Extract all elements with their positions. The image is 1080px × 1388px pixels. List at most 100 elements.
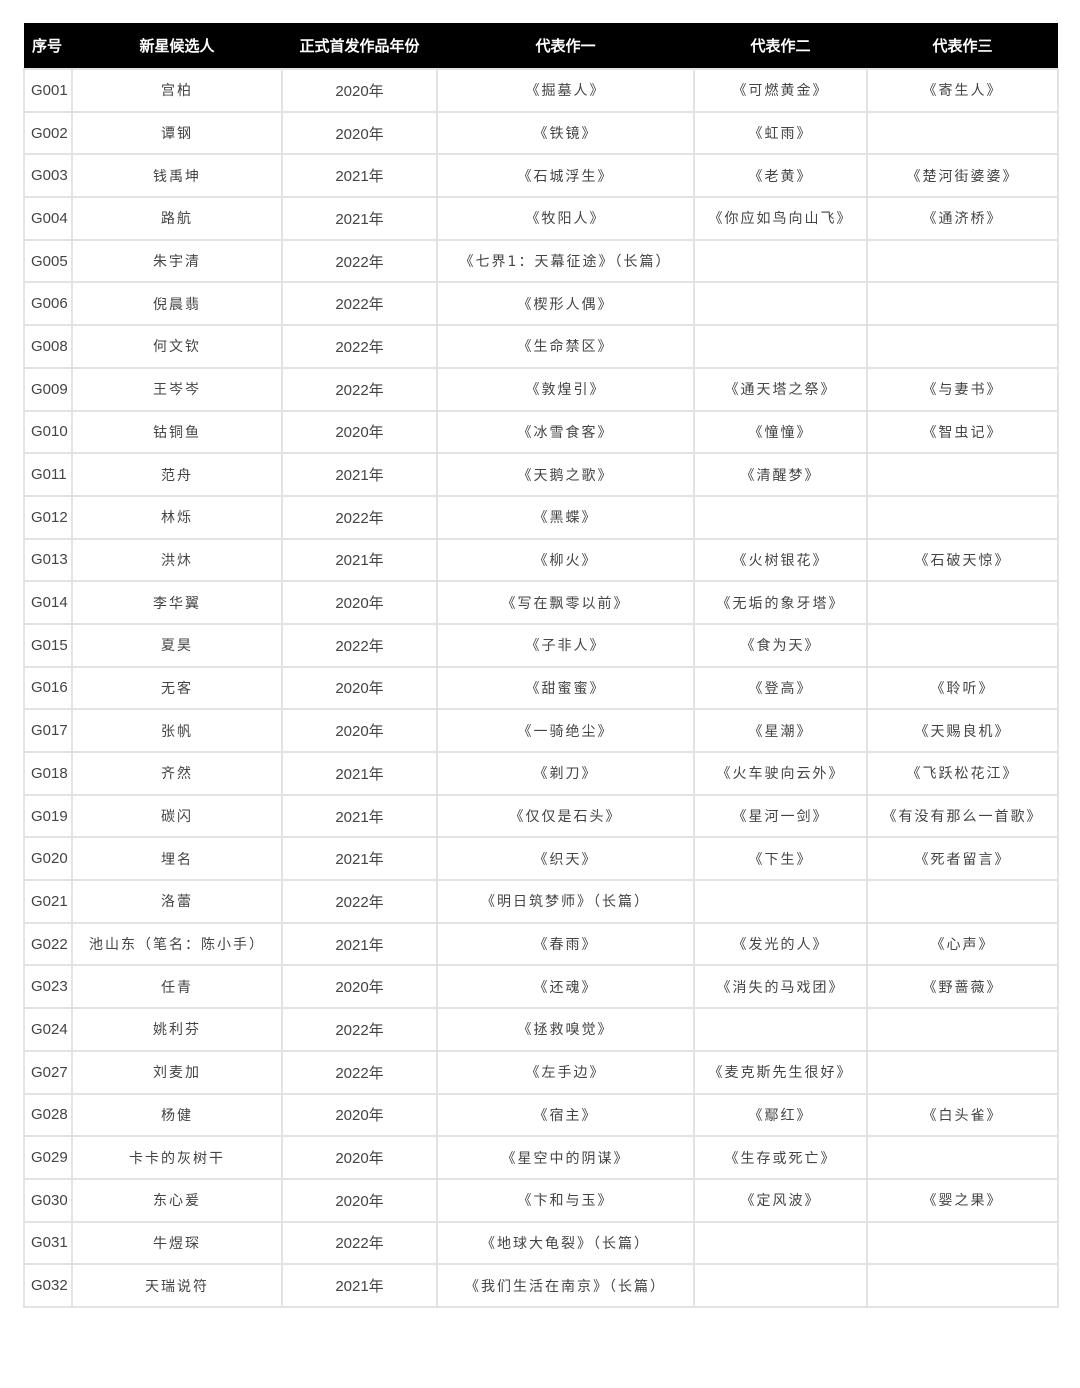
table-row: G030 东心爰 2020年 《卞和与玉》 《定风波》 《婴之果》 [23, 1177, 1059, 1223]
cell-work-2: 《无垢的象牙塔》 [693, 580, 868, 625]
cell-id: G031 [23, 1220, 73, 1266]
cell-work-1: 《七界1：天幕征途》（长篇） [436, 238, 695, 284]
cell-id: G016 [23, 665, 73, 711]
cell-candidate: 碳闪 [71, 793, 283, 839]
cell-work-3: 《婴之果》 [866, 1177, 1059, 1223]
cell-work-1: 《甜蜜蜜》 [436, 665, 695, 711]
table-row: G022 池山东（笔名：陈小手） 2021年 《春雨》 《发光的人》 《心声》 [23, 921, 1059, 967]
cell-work-2: 《下生》 [693, 836, 868, 882]
cell-year: 2021年 [281, 921, 438, 967]
cell-work-2 [693, 1263, 868, 1308]
cell-work-1: 《铁镜》 [436, 110, 695, 156]
cell-id: G003 [23, 153, 73, 199]
cell-work-2: 《老黄》 [693, 153, 868, 199]
cell-year: 2022年 [281, 1049, 438, 1095]
cell-work-2: 《憧憧》 [693, 409, 868, 455]
cell-year: 2021年 [281, 793, 438, 839]
table-row: G019 碳闪 2021年 《仅仅是石头》 《星河一剑》 《有没有那么一首歌》 [23, 793, 1059, 839]
table-row: G031 牛煜琛 2022年 《地球大龟裂》（长篇） [23, 1220, 1059, 1266]
cell-work-1: 《写在飘零以前》 [436, 580, 695, 625]
cell-work-3 [866, 238, 1059, 284]
cell-candidate: 洪炑 [71, 537, 283, 583]
cell-work-2: 《消失的马戏团》 [693, 964, 868, 1010]
cell-candidate: 无客 [71, 665, 283, 711]
cell-id: G004 [23, 196, 73, 241]
cell-work-2: 《星潮》 [693, 708, 868, 753]
cell-work-1: 《楔形人偶》 [436, 281, 695, 327]
cell-year: 2020年 [281, 708, 438, 753]
table-row: G024 姚利芬 2022年 《拯救嗅觉》 [23, 1007, 1059, 1052]
cell-id: G015 [23, 622, 73, 668]
cell-work-3: 《心声》 [866, 921, 1059, 967]
cell-year: 2022年 [281, 622, 438, 668]
cell-work-3 [866, 1007, 1059, 1052]
cell-candidate: 埋名 [71, 836, 283, 882]
cell-work-3 [866, 1220, 1059, 1266]
cell-work-2: 《通天塔之祭》 [693, 366, 868, 412]
cell-work-1: 《明日筑梦师》（长篇） [436, 879, 695, 924]
cell-candidate: 范舟 [71, 452, 283, 497]
cell-candidate: 倪晨翡 [71, 281, 283, 327]
cell-work-2: 《生存或死亡》 [693, 1135, 868, 1180]
table-row: G016 无客 2020年 《甜蜜蜜》 《登高》 《聆听》 [23, 665, 1059, 711]
cell-year: 2022年 [281, 366, 438, 412]
cell-candidate: 李华翼 [71, 580, 283, 625]
cell-id: G019 [23, 793, 73, 839]
cell-work-3 [866, 281, 1059, 327]
cell-work-3: 《寄生人》 [866, 68, 1059, 113]
cell-year: 2022年 [281, 238, 438, 284]
cell-work-1: 《织天》 [436, 836, 695, 882]
cell-id: G014 [23, 580, 73, 625]
cell-work-1: 《柳火》 [436, 537, 695, 583]
cell-candidate: 钴铜鱼 [71, 409, 283, 455]
cell-work-2 [693, 1220, 868, 1266]
cell-id: G013 [23, 537, 73, 583]
cell-work-1: 《冰雪食客》 [436, 409, 695, 455]
cell-work-2: 《火车驶向云外》 [693, 751, 868, 796]
cell-work-2 [693, 879, 868, 924]
cell-work-3 [866, 494, 1059, 540]
table-row: G020 埋名 2021年 《织天》 《下生》 《死者留言》 [23, 836, 1059, 882]
table-row: G011 范舟 2021年 《天鹅之歌》 《清醒梦》 [23, 452, 1059, 497]
table-row: G021 洛蕾 2022年 《明日筑梦师》（长篇） [23, 879, 1059, 924]
header-work-2: 代表作二 [694, 23, 867, 69]
cell-work-2: 《登高》 [693, 665, 868, 711]
cell-work-3: 《与妻书》 [866, 366, 1059, 412]
table-header-row: 序号 新星候选人 正式首发作品年份 代表作一 代表作二 代表作三 [24, 23, 1058, 69]
cell-work-2: 《虹雨》 [693, 110, 868, 156]
cell-candidate: 张帆 [71, 708, 283, 753]
table-row: G012 林烁 2022年 《黑蝶》 [23, 494, 1059, 540]
cell-work-1: 《仅仅是石头》 [436, 793, 695, 839]
cell-year: 2021年 [281, 751, 438, 796]
cell-id: G001 [23, 68, 73, 113]
cell-year: 2020年 [281, 68, 438, 113]
cell-work-3 [866, 580, 1059, 625]
cell-work-3: 《天赐良机》 [866, 708, 1059, 753]
cell-work-3 [866, 1049, 1059, 1095]
cell-work-3 [866, 110, 1059, 156]
cell-work-3: 《智虫记》 [866, 409, 1059, 455]
cell-candidate: 牛煜琛 [71, 1220, 283, 1266]
cell-work-1: 《黑蝶》 [436, 494, 695, 540]
table-row: G013 洪炑 2021年 《柳火》 《火树银花》 《石破天惊》 [23, 537, 1059, 583]
cell-id: G010 [23, 409, 73, 455]
cell-id: G002 [23, 110, 73, 156]
cell-work-2 [693, 281, 868, 327]
cell-candidate: 夏昊 [71, 622, 283, 668]
cell-candidate: 朱宇清 [71, 238, 283, 284]
cell-candidate: 谭钢 [71, 110, 283, 156]
cell-year: 2020年 [281, 1092, 438, 1138]
table-row: G010 钴铜鱼 2020年 《冰雪食客》 《憧憧》 《智虫记》 [23, 409, 1059, 455]
cell-work-1: 《子非人》 [436, 622, 695, 668]
table-row: G001 宫柏 2020年 《掘墓人》 《可燃黄金》 《寄生人》 [23, 68, 1059, 113]
cell-work-3: 《石破天惊》 [866, 537, 1059, 583]
cell-work-3 [866, 879, 1059, 924]
cell-work-3: 《死者留言》 [866, 836, 1059, 882]
table-row: G018 齐然 2021年 《剃刀》 《火车驶向云外》 《飞跃松花江》 [23, 751, 1059, 796]
candidates-table: 序号 新星候选人 正式首发作品年份 代表作一 代表作二 代表作三 G001 宫柏 2… [23, 23, 1059, 1308]
cell-work-2: 《清醒梦》 [693, 452, 868, 497]
cell-id: G029 [23, 1135, 73, 1180]
cell-work-1: 《石城浮生》 [436, 153, 695, 199]
cell-year: 2020年 [281, 964, 438, 1010]
table-row: G028 杨健 2020年 《宿主》 《鄢红》 《白头雀》 [23, 1092, 1059, 1138]
